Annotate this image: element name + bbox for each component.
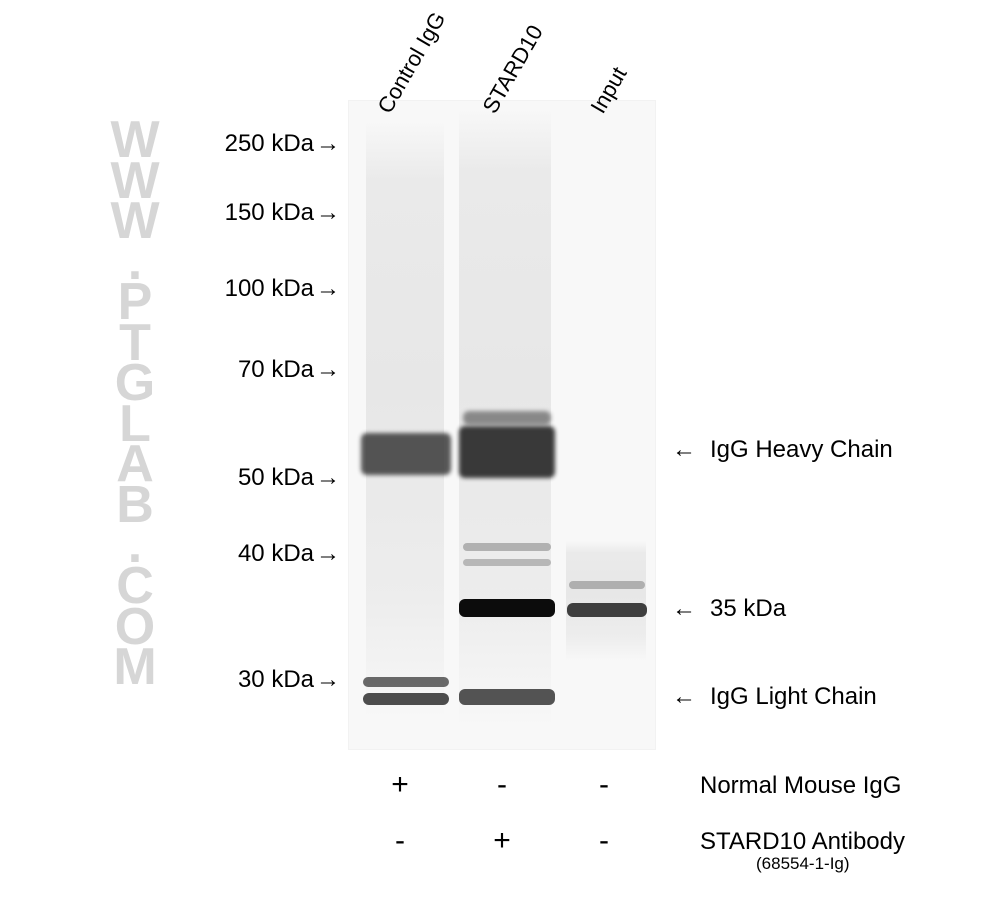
watermark: WWW.PTGLAB.COM	[108, 120, 164, 688]
lane-smear	[366, 121, 444, 721]
arrow-right-icon: →	[316, 540, 340, 567]
mw-marker: 250 kDa→	[225, 130, 340, 158]
band-heavy-chain	[459, 426, 555, 478]
band-heavy-upper	[463, 411, 551, 425]
mw-label: 40 kDa	[238, 540, 314, 567]
mw-marker: 150 kDa→	[225, 199, 340, 227]
band-input-35k	[567, 603, 647, 617]
mw-label: 250 kDa	[225, 130, 314, 157]
mw-marker: 50 kDa→	[238, 464, 340, 492]
band-light-chain-a	[363, 677, 449, 687]
lane-smear	[566, 541, 646, 661]
mw-marker: 70 kDa→	[238, 356, 340, 384]
annotation-label: 35 kDa	[710, 595, 786, 623]
condition-label: STARD10 Antibody	[700, 828, 905, 856]
condition-label: Normal Mouse IgG	[700, 772, 901, 800]
band-input-upper	[569, 581, 645, 589]
band-faint-40k-a	[463, 543, 551, 551]
condition-symbol: -	[564, 824, 644, 858]
right-annotation: ← IgG Heavy Chain	[672, 436, 893, 464]
arrow-right-icon: →	[316, 356, 340, 383]
blot-membrane	[348, 100, 656, 750]
band-light-chain	[459, 689, 555, 705]
mw-label: 50 kDa	[238, 464, 314, 491]
arrow-left-icon: ←	[672, 436, 696, 464]
right-annotation: ← IgG Light Chain	[672, 683, 877, 711]
arrow-left-icon: ←	[672, 595, 696, 623]
arrow-right-icon: →	[316, 464, 340, 491]
arrow-right-icon: →	[316, 275, 340, 302]
arrow-left-icon: ←	[672, 683, 696, 711]
mw-label: 30 kDa	[238, 666, 314, 693]
band-faint-40k-b	[463, 559, 551, 566]
band-heavy-chain	[361, 433, 451, 475]
mw-marker: 100 kDa→	[225, 275, 340, 303]
condition-symbol: +	[360, 768, 440, 802]
mw-label: 70 kDa	[238, 356, 314, 383]
condition-sublabel: (68554-1-Ig)	[756, 854, 850, 874]
annotation-label: IgG Light Chain	[710, 683, 877, 711]
arrow-right-icon: →	[316, 130, 340, 157]
mw-label: 150 kDa	[225, 199, 314, 226]
band-target-35k	[459, 599, 555, 617]
mw-marker: 40 kDa→	[238, 540, 340, 568]
mw-label: 100 kDa	[225, 275, 314, 302]
arrow-right-icon: →	[316, 199, 340, 226]
band-light-chain-b	[363, 693, 449, 705]
condition-symbol: -	[564, 768, 644, 802]
condition-symbol: +	[462, 824, 542, 858]
western-blot-figure: WWW.PTGLAB.COM Control IgG STARD10 Input…	[0, 0, 1000, 903]
condition-symbol: -	[462, 768, 542, 802]
condition-symbol: -	[360, 824, 440, 858]
annotation-label: IgG Heavy Chain	[710, 436, 893, 464]
right-annotation: ← 35 kDa	[672, 595, 786, 623]
arrow-right-icon: →	[316, 666, 340, 693]
mw-marker: 30 kDa→	[238, 666, 340, 694]
